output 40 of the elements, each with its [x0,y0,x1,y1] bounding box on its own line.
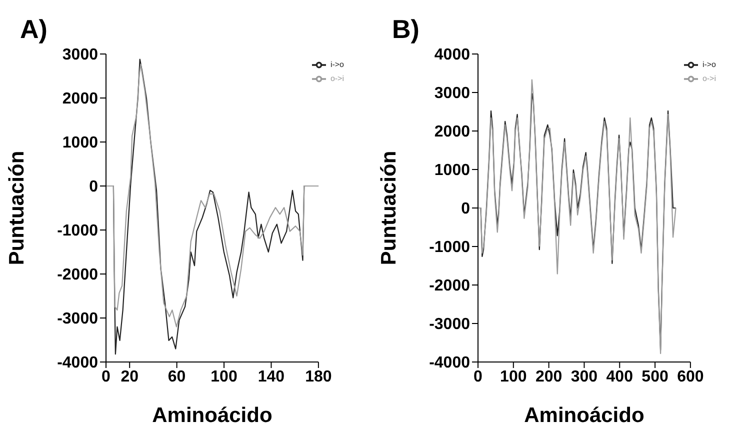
x-tick-label: 200 [535,368,562,386]
y-tick-label: 2000 [434,124,470,141]
y-tick-label: -2000 [57,266,98,284]
y-tick-label: 0 [461,200,470,218]
legend-label: i->o [702,60,716,70]
y-tick-label: -1000 [57,222,98,240]
x-tick-label: 300 [570,368,598,386]
y-axis-title: Puntuación [5,150,28,266]
x-tick-label: 100 [500,368,527,386]
legend-label: o->i [702,74,716,84]
y-tick-label: -2000 [429,278,470,295]
x-tick-label: 60 [168,368,186,386]
y-axis-title: Puntuación [377,150,400,266]
y-tick-label: 1000 [62,134,98,152]
x-tick-label: 140 [258,368,285,386]
y-tick-label: 0 [89,178,98,196]
x-tick-label: 0 [474,368,483,386]
legend-label: o->i [330,74,344,84]
x-axis-title: Aminoácido [524,404,644,427]
x-tick-label: 500 [642,368,668,386]
x-tick-label: 20 [120,368,139,386]
y-tick-label: 3000 [434,85,470,102]
y-tick-label: -3000 [57,310,98,328]
chart-title: B) [391,13,420,44]
y-tick-label: 2000 [62,90,98,108]
legend-label: i->o [330,60,344,70]
y-tick-label: -1000 [429,239,470,256]
x-tick-label: 400 [606,368,634,386]
x-tick-label: 0 [102,368,111,386]
x-tick-label: 100 [210,368,238,386]
y-tick-label: -4000 [429,354,470,372]
y-tick-label: -3000 [429,316,470,334]
x-tick-label: 600 [677,368,704,386]
x-axis-title: Aminoácido [152,404,272,427]
y-tick-label: 1000 [434,162,470,180]
y-tick-label: -4000 [57,354,98,372]
y-tick-label: 4000 [434,46,470,64]
y-tick-label: 3000 [62,46,98,64]
x-tick-label: 180 [305,368,332,386]
chart-title: A) [19,13,48,44]
